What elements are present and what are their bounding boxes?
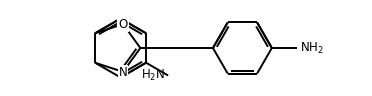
Text: H$_2$N: H$_2$N: [141, 68, 166, 83]
Text: NH$_2$: NH$_2$: [300, 40, 324, 56]
Text: O: O: [118, 18, 128, 31]
Text: N: N: [119, 66, 128, 79]
